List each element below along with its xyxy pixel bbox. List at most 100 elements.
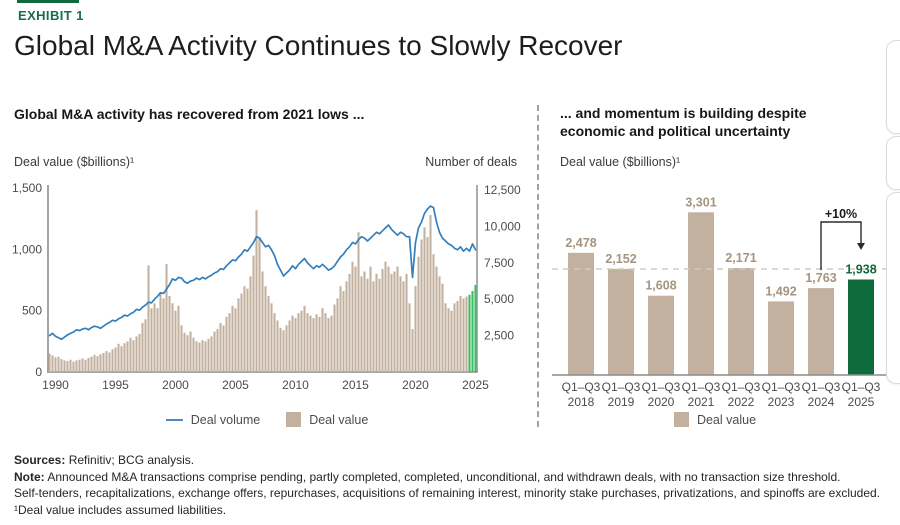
deal-value-bar <box>153 303 156 372</box>
footer-note-line2: Self-tenders, recapitalizations, exchang… <box>14 486 881 500</box>
deal-value-bar <box>420 239 423 372</box>
deal-value-bar <box>81 358 84 372</box>
left-axis-label: Deal value ($billions)¹ <box>14 155 135 169</box>
edge-floating-card[interactable] <box>886 40 900 134</box>
bar-value-label: 1,608 <box>645 279 676 293</box>
x-axis-tick: 1995 <box>102 378 129 392</box>
right-axis-tick: 10,000 <box>484 219 521 233</box>
deal-value-bar <box>267 295 270 372</box>
deal-value-bar <box>240 293 243 372</box>
page-title: Global M&A Activity Continues to Slowly … <box>14 30 623 61</box>
deal-value-bar <box>219 322 222 372</box>
deal-value-bar <box>378 278 381 372</box>
deal-value-bar <box>210 336 213 372</box>
legend-label: Deal volume <box>190 412 261 427</box>
x-axis-tick-period: Q1–Q3 <box>722 380 761 394</box>
deal-value-bar <box>375 273 378 372</box>
x-axis-tick: 2015 <box>342 378 369 392</box>
deal-value-bar <box>402 281 405 372</box>
x-axis-tick: 2005 <box>222 378 249 392</box>
edge-floating-card[interactable] <box>886 136 900 190</box>
deal-value-bar <box>60 359 63 372</box>
deal-value-bar <box>423 227 426 372</box>
deal-value-bar <box>246 288 249 372</box>
deal-value-bar <box>435 266 438 372</box>
deal-value-bar <box>426 237 429 372</box>
x-axis-tick: 2020 <box>402 378 429 392</box>
legend-item-deal-volume: Deal volume <box>165 412 261 427</box>
deal-value-bar <box>252 255 255 372</box>
deal-value-bar <box>441 283 444 372</box>
legend-label: Deal value <box>696 412 757 427</box>
deal-value-bar <box>186 335 189 372</box>
deal-value-bar <box>390 273 393 372</box>
deal-value-bar <box>129 337 132 372</box>
deal-value-bar <box>75 360 78 372</box>
deal-value-bar <box>93 354 96 372</box>
deal-value-bar <box>177 305 180 372</box>
deal-value-bar <box>336 298 339 372</box>
quarter-bar <box>568 252 594 375</box>
deal-value-bar <box>333 304 336 372</box>
deal-value-bar <box>171 303 174 372</box>
deal-value-bar <box>123 343 126 372</box>
deal-value-bar <box>225 316 228 372</box>
deal-value-bar <box>147 265 150 372</box>
deal-value-bar <box>366 278 369 372</box>
deal-value-bar <box>54 357 57 372</box>
deal-value-bar <box>150 308 153 372</box>
x-axis-tick: 1990 <box>42 378 69 392</box>
edge-floating-card[interactable] <box>886 192 900 384</box>
deal-value-bar <box>108 352 111 372</box>
deal-value-bar <box>339 286 342 372</box>
x-axis-tick: 2025 <box>462 378 489 392</box>
quarter-bar <box>608 268 634 375</box>
deal-value-bar <box>114 347 117 372</box>
left-axis-tick: 1,500 <box>12 181 42 195</box>
deal-value-bar <box>249 276 252 372</box>
right-axis-label: Number of deals <box>425 155 517 169</box>
deal-value-bar <box>429 215 432 372</box>
annotation-label: +10% <box>825 207 857 221</box>
x-axis-tick-year: 2019 <box>608 395 635 409</box>
deal-value-bar <box>48 353 51 372</box>
bar-value-label: 1,763 <box>805 271 836 285</box>
x-axis-tick-year: 2021 <box>688 395 715 409</box>
x-axis-tick-period: Q1–Q3 <box>562 380 601 394</box>
legend-item-deal-value: Deal value <box>286 412 368 427</box>
deal-value-bar <box>405 273 408 372</box>
deal-value-bar <box>432 254 435 372</box>
quarter-bar <box>768 301 794 375</box>
deal-value-bar <box>189 331 192 372</box>
deal-value-bar <box>255 210 258 372</box>
annotation-arrowhead-icon <box>857 243 865 250</box>
x-axis-tick-year: 2024 <box>808 395 835 409</box>
deal-value-bar <box>57 356 60 372</box>
deal-value-bar <box>387 266 390 372</box>
deal-value-bar <box>360 276 363 372</box>
deal-value-bar <box>270 303 273 372</box>
quarter-bar <box>728 268 754 375</box>
deal-value-bar <box>354 266 357 372</box>
left-chart-legend: Deal volume Deal value <box>14 412 520 427</box>
deal-value-bar <box>135 336 138 372</box>
right-chart-heading-line2: economic and political uncertainty <box>560 123 791 139</box>
deal-value-bar <box>132 340 135 372</box>
deal-value-bar <box>438 276 441 372</box>
deal-value-bar <box>330 315 333 372</box>
bar-value-label: 3,301 <box>685 195 716 209</box>
deal-value-bar <box>276 320 279 372</box>
deal-value-bar <box>456 300 459 372</box>
deal-value-bar <box>117 343 120 372</box>
x-axis-tick-period: Q1–Q3 <box>642 380 681 394</box>
deal-value-bar <box>447 308 450 372</box>
deal-value-bar <box>102 352 105 372</box>
deal-value-bar <box>471 291 474 372</box>
x-axis-tick-year: 2025 <box>848 395 875 409</box>
deal-value-bar <box>198 342 201 372</box>
deal-value-bar <box>393 271 396 372</box>
deal-value-bar <box>87 357 90 372</box>
right-axis-tick: 5,000 <box>484 292 514 306</box>
deal-value-bar <box>450 310 453 372</box>
